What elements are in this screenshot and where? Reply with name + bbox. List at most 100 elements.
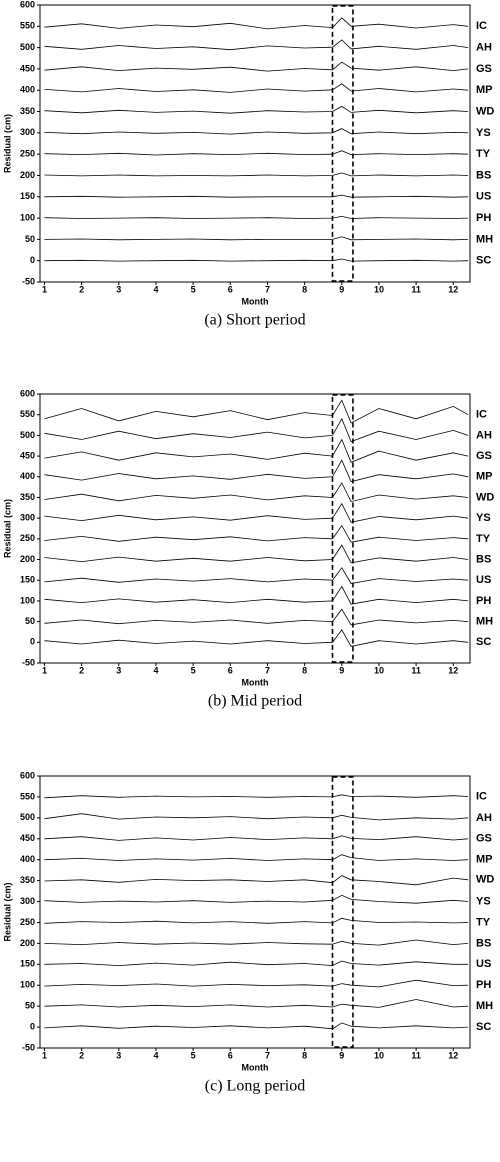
x-tick-label: 3 — [116, 1050, 121, 1060]
y-tick-label: 100 — [20, 212, 35, 222]
x-tick-label: 10 — [374, 284, 384, 294]
station-label: BS — [476, 937, 491, 949]
y-tick-label: 200 — [20, 170, 35, 180]
series-line — [44, 417, 469, 443]
x-tick-label: 7 — [265, 284, 270, 294]
x-tick-label: 11 — [411, 284, 421, 294]
y-tick-label: 200 — [20, 938, 35, 948]
station-label: MP — [476, 854, 493, 866]
x-tick-label: 6 — [228, 665, 233, 675]
station-label: PH — [476, 979, 491, 991]
y-tick-label: 100 — [20, 595, 35, 605]
series-line — [44, 236, 469, 241]
series-line — [44, 150, 469, 156]
y-tick-label: 300 — [20, 513, 35, 523]
x-tick-label: 10 — [374, 665, 384, 675]
series-line — [44, 438, 469, 463]
x-tick-label: 2 — [79, 284, 84, 294]
series-line — [44, 585, 469, 605]
highlight-box — [331, 394, 354, 663]
series-line — [44, 813, 469, 821]
series-line — [44, 39, 469, 51]
series-line — [44, 544, 469, 564]
station-label: GS — [476, 63, 492, 75]
series-line — [44, 83, 469, 93]
series-line — [44, 105, 469, 114]
station-label: YS — [476, 895, 491, 907]
station-label: AH — [476, 42, 492, 54]
station-label: TY — [476, 916, 491, 928]
x-tick-label: 9 — [339, 665, 344, 675]
x-tick-label: 1 — [42, 665, 47, 675]
x-tick-label: 11 — [411, 665, 421, 675]
y-tick-label: 450 — [20, 63, 35, 73]
x-tick-label: 2 — [79, 1050, 84, 1060]
y-tick-label: 450 — [20, 833, 35, 843]
series-line — [44, 194, 469, 198]
y-tick-label: 600 — [20, 0, 35, 9]
station-label: IC — [476, 790, 487, 802]
station-label: WD — [476, 874, 494, 886]
x-tick-label: 2 — [79, 665, 84, 675]
series-line — [44, 939, 469, 946]
y-tick-label: 300 — [20, 127, 35, 137]
series-line — [44, 482, 469, 503]
series-line — [44, 258, 469, 262]
station-label: BS — [476, 553, 491, 565]
y-tick-label: 600 — [20, 388, 35, 398]
x-tick-label: 12 — [448, 1050, 458, 1060]
y-tick-label: 150 — [20, 575, 35, 585]
station-label: SC — [476, 255, 491, 267]
series-line — [44, 459, 469, 483]
station-label: BS — [476, 169, 491, 181]
series-line — [44, 567, 469, 584]
x-tick-label: 4 — [153, 1050, 158, 1060]
y-tick-label: 100 — [20, 980, 35, 990]
x-tick-label: 9 — [339, 284, 344, 294]
series-line — [44, 999, 469, 1008]
x-tick-label: 7 — [265, 1050, 270, 1060]
y-tick-label: 450 — [20, 450, 35, 460]
x-tick-label: 6 — [228, 1050, 233, 1060]
x-tick-label: 1 — [42, 284, 47, 294]
series-line — [44, 917, 469, 924]
series-line — [44, 61, 469, 72]
x-tick-label: 5 — [191, 284, 196, 294]
y-tick-label: 350 — [20, 492, 35, 502]
station-label: YS — [476, 127, 491, 139]
y-tick-label: 150 — [20, 191, 35, 201]
y-tick-label: 550 — [20, 21, 35, 31]
x-tick-label: 10 — [374, 1050, 384, 1060]
x-tick-label: 3 — [116, 665, 121, 675]
series-line — [44, 1022, 469, 1030]
x-tick-label: 5 — [191, 665, 196, 675]
chart-title: (c) Long period — [205, 1078, 305, 1095]
y-tick-label: 500 — [20, 430, 35, 440]
station-label: SC — [476, 636, 491, 648]
x-tick-label: 3 — [116, 284, 121, 294]
station-label: AH — [476, 812, 492, 824]
y-tick-label: 50 — [25, 1001, 35, 1011]
highlight-box — [331, 776, 354, 1048]
x-tick-label: 12 — [448, 284, 458, 294]
series-line — [44, 399, 469, 424]
series-line — [44, 172, 469, 177]
series-line — [44, 835, 469, 841]
station-label: MH — [476, 616, 493, 628]
y-tick-label: 0 — [30, 637, 35, 647]
y-tick-label: 200 — [20, 554, 35, 564]
series-line — [44, 128, 469, 135]
y-tick-label: 250 — [20, 917, 35, 927]
station-label: PH — [476, 212, 491, 224]
y-tick-label: 250 — [20, 533, 35, 543]
station-label: GS — [476, 833, 492, 845]
plot-frame — [39, 4, 471, 283]
x-axis-label: Month — [242, 296, 269, 306]
series-line — [44, 854, 469, 861]
station-label: MP — [476, 471, 493, 483]
series-line — [44, 875, 469, 886]
series-line — [44, 629, 469, 647]
station-label: TY — [476, 533, 491, 545]
highlight-box — [331, 5, 354, 282]
